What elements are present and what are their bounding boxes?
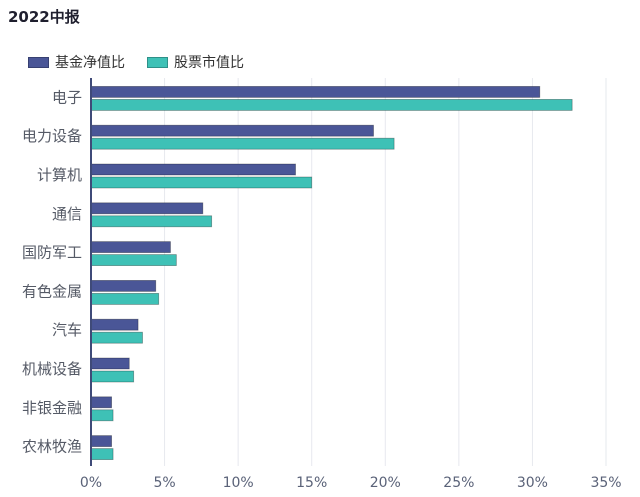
- bar-fund-nav: [90, 357, 130, 370]
- x-tick-label: 25%: [443, 475, 474, 491]
- bar-stock-mv: [90, 254, 177, 267]
- category-label: 电力设备: [22, 127, 82, 145]
- category-label: 农林牧渔: [22, 438, 82, 456]
- bar-fund-nav: [90, 279, 157, 292]
- bar-fund-nav: [90, 318, 139, 331]
- category-label: 国防军工: [22, 244, 82, 262]
- category-label: 非银金融: [22, 399, 82, 417]
- category-label: 通信: [52, 205, 82, 223]
- category-label: 电子: [52, 88, 82, 106]
- chart-title: 2022中报: [8, 8, 80, 26]
- legend-item-stock-mv[interactable]: 股票市值比: [147, 52, 244, 72]
- bar-stock-mv: [90, 176, 313, 189]
- bar-fund-nav: [90, 202, 204, 215]
- category-label: 汽车: [52, 321, 82, 339]
- legend-label-fund-nav: 基金净值比: [55, 55, 125, 71]
- legend-label-stock-mv: 股票市值比: [174, 55, 244, 71]
- legend-swatch-fund-nav: [28, 56, 49, 68]
- legend: 基金净值比 股票市值比: [28, 52, 266, 72]
- bar-stock-mv: [90, 99, 573, 111]
- x-tick-label: 0%: [80, 475, 102, 491]
- legend-swatch-stock-mv: [147, 56, 168, 68]
- bar-stock-mv: [90, 370, 135, 383]
- x-tick-label: 35%: [590, 475, 621, 491]
- category-label: 计算机: [37, 166, 82, 184]
- bar-fund-nav: [90, 124, 374, 137]
- bar-stock-mv: [90, 331, 143, 344]
- category-label: 机械设备: [22, 360, 82, 378]
- legend-item-fund-nav[interactable]: 基金净值比: [28, 52, 125, 72]
- bar-fund-nav: [90, 163, 296, 176]
- category-label: 有色金属: [22, 282, 82, 300]
- bar-stock-mv: [90, 448, 114, 461]
- bar-fund-nav: [90, 86, 541, 98]
- bar-fund-nav: [90, 435, 113, 448]
- x-tick-label: 30%: [517, 475, 548, 491]
- bar-fund-nav: [90, 396, 113, 409]
- bar-stock-mv: [90, 292, 160, 305]
- x-tick-label: 5%: [153, 475, 175, 491]
- x-tick-label: 15%: [296, 475, 327, 491]
- bar-stock-mv: [90, 137, 395, 150]
- bar-fund-nav: [90, 241, 171, 254]
- x-tick-label: 20%: [370, 475, 401, 491]
- x-tick-label: 10%: [223, 475, 254, 491]
- bar-stock-mv: [90, 215, 213, 228]
- bar-stock-mv: [90, 409, 114, 422]
